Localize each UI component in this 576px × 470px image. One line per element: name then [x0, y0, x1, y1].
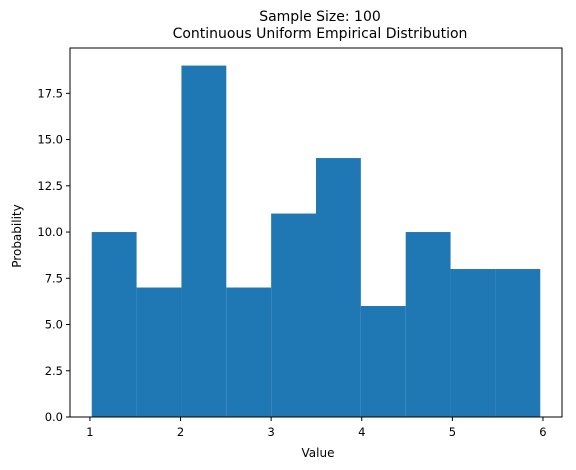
bars-group	[91, 65, 541, 418]
y-axis-label: Probability	[10, 204, 24, 267]
x-tick-label: 3	[267, 425, 274, 439]
y-tick-label: 0.0	[45, 410, 63, 424]
y-tick-label: 17.5	[37, 86, 63, 100]
y-tick-label: 12.5	[37, 179, 63, 193]
x-axis-label: Value	[302, 446, 335, 460]
x-tick-label: 6	[539, 425, 546, 439]
histogram-bar	[91, 232, 137, 417]
y-tick-label: 2.5	[45, 364, 63, 378]
y-tick-label: 7.5	[45, 271, 63, 285]
histogram-bar	[181, 65, 227, 418]
histogram-bar	[405, 232, 451, 417]
histogram-bar	[495, 269, 541, 417]
histogram-bar	[136, 287, 182, 417]
x-tick-label: 5	[449, 425, 456, 439]
histogram-bar	[360, 306, 406, 417]
y-tick-label: 10.0	[37, 225, 63, 239]
y-tick-label: 5.0	[45, 318, 63, 332]
histogram-bar	[226, 287, 272, 417]
x-tick-label: 2	[177, 425, 184, 439]
histogram-bar	[450, 269, 496, 417]
y-axis-ticks: 0.0 2.5 5.0 7.5 10.0 12.5 15.0 17.5	[37, 86, 70, 424]
x-tick-label: 1	[86, 425, 93, 439]
x-tick-label: 4	[358, 425, 365, 439]
plot-frame	[69, 47, 563, 418]
x-axis-ticks: 1 2 3 4 5 6	[86, 417, 547, 439]
histogram-bar	[316, 158, 361, 418]
histogram-bar	[271, 213, 316, 417]
chart-title: Sample Size: 100	[259, 9, 381, 25]
y-tick-label: 15.0	[37, 133, 63, 147]
chart-subtitle: Continuous Uniform Empirical Distributio…	[173, 26, 468, 42]
